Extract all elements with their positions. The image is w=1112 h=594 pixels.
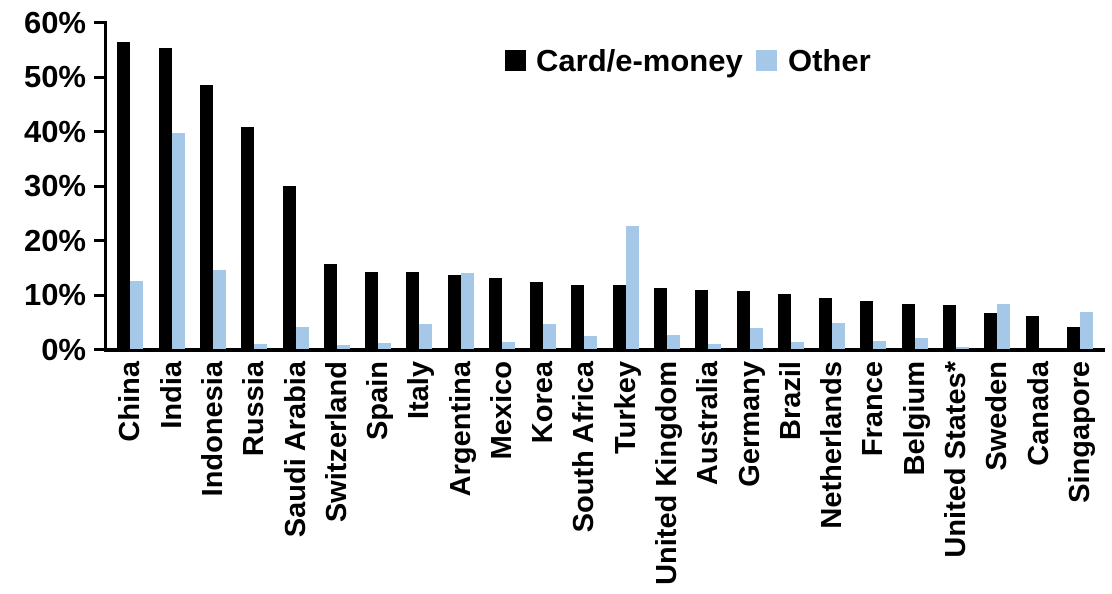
x-category-label-text: Brazil: [774, 361, 807, 440]
legend-swatch-card-e-money-icon: [505, 50, 526, 71]
x-category-label-text: India: [155, 361, 188, 429]
y-tick-label: 40%: [23, 113, 86, 149]
x-category-label-text: Indonesia: [196, 361, 229, 497]
y-tick-label: 50%: [23, 59, 86, 94]
bar-card-e-money: [158, 48, 172, 349]
bar-other: [501, 341, 515, 349]
legend-label-card-e-money: Card/e-money: [536, 43, 743, 78]
bar-card-e-money: [365, 271, 379, 349]
x-category-label-text: Spain: [362, 361, 395, 440]
x-category-label-text: Korea: [527, 361, 560, 444]
y-tick: [94, 75, 106, 79]
x-category-label-text: Sweden: [981, 361, 1014, 471]
y-tick: [94, 184, 106, 188]
bar-other: [460, 273, 474, 349]
x-category-label-text: Argentina: [444, 361, 477, 497]
x-category-label-text: Russia: [238, 361, 271, 457]
x-category-label-text: Germany: [733, 361, 766, 487]
y-tick-label: 60%: [23, 4, 86, 40]
bar-card-e-money: [282, 186, 296, 349]
bar-card-e-money: [1025, 316, 1039, 349]
bar-other: [832, 322, 846, 349]
bar-other: [130, 281, 144, 349]
y-tick-label: 10%: [23, 277, 86, 312]
bar-card-e-money: [323, 263, 337, 349]
legend-label-other: Other: [788, 43, 871, 78]
bar-other: [1079, 311, 1093, 349]
y-tick: [94, 348, 106, 351]
bar-card-e-money: [406, 272, 420, 349]
bar-card-e-money: [447, 274, 461, 349]
bar-card-e-money: [571, 284, 585, 349]
bar-other: [873, 340, 887, 349]
y-tick-label: 20%: [23, 222, 86, 258]
x-category-label-text: Saudi Arabia: [279, 361, 312, 538]
bar-other: [378, 343, 392, 349]
bar-card-e-money: [488, 278, 502, 349]
x-category-label-text: United Kingdom: [651, 361, 684, 585]
bar-card-e-money: [199, 85, 213, 349]
bar-card-e-money: [777, 293, 791, 349]
y-tick-label: 30%: [23, 168, 86, 203]
x-category-label-text: France: [857, 361, 890, 457]
bar-card-e-money: [860, 301, 874, 349]
bar-other: [295, 327, 309, 349]
bar-other: [790, 342, 804, 349]
x-category-label-text: China: [114, 361, 147, 442]
y-tick: [94, 130, 106, 133]
bar-card-e-money: [1066, 327, 1080, 349]
bar-card-e-money: [612, 285, 626, 349]
bar-card-e-money: [117, 41, 131, 349]
bar-other: [584, 336, 598, 349]
bar-card-e-money: [819, 298, 833, 349]
x-category-label-text: Canada: [1022, 361, 1055, 466]
bar-other: [625, 225, 639, 349]
x-category-label-text: United States*: [940, 361, 972, 558]
bar-other: [914, 338, 928, 349]
bar-other: [212, 269, 226, 349]
bar-other: [997, 303, 1011, 349]
x-category-label-text: Netherlands: [816, 361, 849, 529]
bar-other: [543, 323, 557, 349]
x-category-label-text: Turkey: [609, 361, 642, 454]
bar-card-e-money: [241, 127, 255, 349]
x-category-label-text: Singapore: [1063, 361, 1096, 503]
bar-other: [254, 343, 268, 349]
x-category-label-text: Italy: [403, 361, 436, 420]
bar-other: [749, 327, 763, 349]
bar-other: [336, 344, 350, 349]
y-tick: [94, 239, 106, 242]
x-category-label-text: Australia: [692, 361, 725, 486]
bar-card-e-money: [901, 304, 915, 349]
bar-card-e-money: [984, 313, 998, 349]
bar-card-e-money: [530, 281, 544, 349]
bar-card-e-money: [654, 287, 668, 349]
x-axis-line: [104, 348, 1105, 352]
x-category-label-text: South Africa: [568, 361, 601, 533]
bar-card-e-money: [736, 291, 750, 349]
bar-other: [667, 335, 681, 349]
bar-other: [956, 347, 969, 349]
bar-card-e-money: [943, 305, 956, 349]
legend-swatch-other-icon: [756, 50, 777, 71]
y-tick-label: 0%: [41, 331, 86, 367]
x-category-label-text: Switzerland: [320, 361, 353, 523]
y-tick: [94, 293, 106, 297]
bar-other: [419, 324, 433, 349]
x-category-label-text: Mexico: [485, 361, 518, 460]
x-category-label-text: Belgium: [898, 361, 931, 476]
bar-card-e-money: [695, 289, 709, 349]
bar-other: [708, 343, 722, 349]
y-tick: [94, 21, 106, 24]
bar-other: [171, 132, 185, 349]
